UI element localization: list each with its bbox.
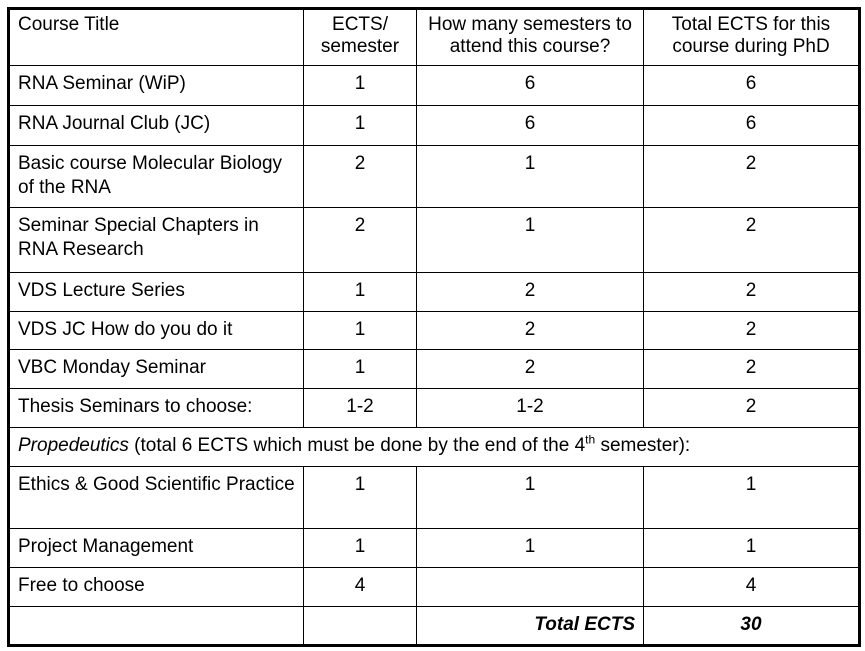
course-title: VDS Lecture Series — [8, 272, 304, 312]
note-cell: Propedeutics (total 6 ECTS which must be… — [8, 427, 860, 467]
header-cell: Total ECTS for this course during PhD — [643, 8, 860, 66]
value-cell: 1-2 — [416, 388, 644, 428]
course-title: RNA Seminar (WiP) — [8, 65, 304, 106]
value-cell: 4 — [643, 567, 860, 607]
course-row: Basic course Molecular Biology of the RN… — [8, 145, 860, 208]
value-cell: 2 — [416, 311, 644, 350]
table-container: Course Title ECTS/ semester How many semes… — [7, 7, 861, 647]
empty-cell — [303, 606, 417, 646]
value-cell: 6 — [416, 105, 644, 146]
course-title: Ethics & Good Scientific Practice — [8, 466, 304, 529]
value-cell: 1 — [303, 349, 417, 389]
value-cell: 2 — [643, 349, 860, 389]
course-row: RNA Seminar (WiP) 1 6 6 — [8, 65, 860, 106]
course-title: Basic course Molecular Biology of the RN… — [8, 145, 304, 208]
course-table: Course Title ECTS/ semester How many semes… — [7, 7, 861, 647]
value-cell: 1 — [303, 105, 417, 146]
value-cell: 6 — [643, 65, 860, 106]
course-title: VBC Monday Seminar — [8, 349, 304, 389]
value-cell: 1 — [643, 466, 860, 529]
course-row: Project Management 1 1 1 — [8, 528, 860, 568]
total-label: Total ECTS — [416, 606, 644, 646]
value-cell: 1 — [416, 207, 644, 273]
value-cell: 1 — [303, 311, 417, 350]
value-cell: 1 — [643, 528, 860, 568]
course-row: Free to choose 4 4 — [8, 567, 860, 607]
course-title: Project Management — [8, 528, 304, 568]
header-cell: ECTS/ semester — [303, 8, 417, 66]
note-emphasis: Propedeutics — [18, 435, 129, 456]
course-row: Seminar Special Chapters in RNA Research… — [8, 207, 860, 273]
value-cell: 1 — [303, 65, 417, 106]
value-cell: 6 — [643, 105, 860, 146]
course-row: VDS JC How do you do it 1 2 2 — [8, 311, 860, 350]
course-title: VDS JC How do you do it — [8, 311, 304, 350]
header-row: Course Title ECTS/ semester How many semes… — [8, 8, 860, 66]
course-title: Seminar Special Chapters in RNA Research — [8, 207, 304, 273]
note-row: Propedeutics (total 6 ECTS which must be… — [8, 427, 860, 467]
header-cell: Course Title — [8, 8, 304, 66]
value-cell: 2 — [643, 145, 860, 208]
note-text: (total 6 ECTS which must be done by the … — [128, 435, 586, 456]
value-cell: 2 — [643, 311, 860, 350]
value-cell — [416, 567, 644, 607]
value-cell: 1 — [416, 466, 644, 529]
course-title: Thesis Seminars to choose: — [8, 388, 304, 428]
value-cell: 2 — [303, 145, 417, 208]
value-cell: 6 — [416, 65, 644, 106]
value-cell: 2 — [303, 207, 417, 273]
total-value: 30 — [643, 606, 860, 646]
value-cell: 2 — [643, 272, 860, 312]
course-title: Free to choose — [8, 567, 304, 607]
value-cell: 2 — [416, 349, 644, 389]
course-title: RNA Journal Club (JC) — [8, 105, 304, 146]
value-cell: 2 — [643, 207, 860, 273]
table-body: Course Title ECTS/ semester How many semes… — [8, 8, 860, 646]
course-row: VDS Lecture Series 1 2 2 — [8, 272, 860, 312]
course-row: VBC Monday Seminar 1 2 2 — [8, 349, 860, 389]
course-row: Thesis Seminars to choose: 1-2 1-2 2 — [8, 388, 860, 428]
value-cell: 1 — [303, 528, 417, 568]
value-cell: 2 — [643, 388, 860, 428]
value-cell: 1-2 — [303, 388, 417, 428]
value-cell: 1 — [303, 272, 417, 312]
value-cell: 2 — [416, 272, 644, 312]
total-row: Total ECTS 30 — [8, 606, 860, 646]
value-cell: 1 — [303, 466, 417, 529]
value-cell: 1 — [416, 145, 644, 208]
value-cell: 4 — [303, 567, 417, 607]
note-tail: semester): — [595, 435, 691, 456]
header-cell: How many semesters to attend this course… — [416, 8, 644, 66]
empty-cell — [8, 606, 304, 646]
value-cell: 1 — [416, 528, 644, 568]
course-row: RNA Journal Club (JC) 1 6 6 — [8, 105, 860, 146]
course-row: Ethics & Good Scientific Practice 1 1 1 — [8, 466, 860, 529]
note-sup: th — [585, 432, 596, 447]
